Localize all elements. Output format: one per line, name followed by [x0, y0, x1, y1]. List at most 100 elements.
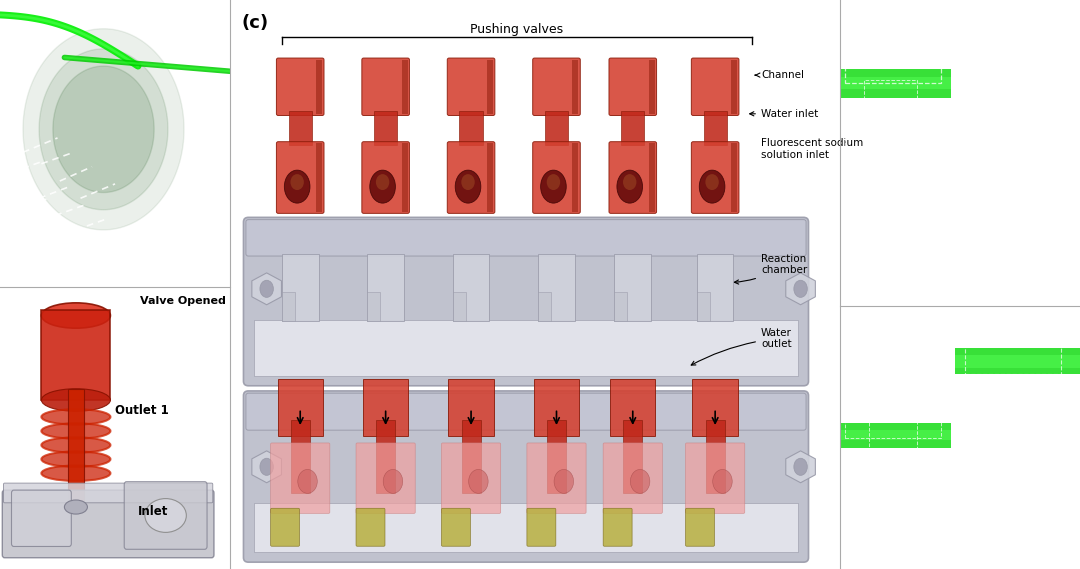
FancyBboxPatch shape	[356, 443, 415, 513]
FancyBboxPatch shape	[243, 217, 809, 386]
Bar	[697, 292, 710, 321]
FancyBboxPatch shape	[442, 443, 501, 513]
FancyBboxPatch shape	[691, 142, 739, 213]
Bar	[649, 143, 654, 212]
Ellipse shape	[455, 170, 481, 203]
Bar	[367, 254, 404, 321]
Text: 1mm: 1mm	[171, 237, 195, 247]
Bar	[41, 310, 110, 400]
Bar	[869, 501, 917, 543]
FancyBboxPatch shape	[609, 142, 657, 213]
FancyBboxPatch shape	[124, 482, 207, 549]
Bar	[255, 320, 797, 376]
Bar	[288, 111, 312, 145]
Bar	[402, 143, 407, 212]
FancyBboxPatch shape	[527, 443, 586, 513]
FancyBboxPatch shape	[609, 58, 657, 116]
FancyBboxPatch shape	[271, 508, 299, 546]
Ellipse shape	[794, 281, 807, 298]
Ellipse shape	[554, 469, 573, 493]
Bar	[459, 111, 483, 145]
Ellipse shape	[383, 469, 403, 493]
Bar	[692, 380, 738, 436]
Bar	[402, 60, 407, 114]
FancyBboxPatch shape	[527, 508, 556, 546]
Bar	[487, 143, 494, 212]
Bar	[845, 129, 941, 171]
Ellipse shape	[41, 438, 110, 453]
Text: Reaction
chamber: Reaction chamber	[734, 254, 807, 284]
Text: Outlet 1: Outlet 1	[114, 404, 168, 417]
Bar	[461, 420, 481, 493]
Text: (d): (d)	[854, 13, 881, 30]
Bar	[572, 60, 579, 114]
Ellipse shape	[461, 174, 475, 190]
Bar	[367, 292, 380, 321]
Bar	[840, 423, 950, 448]
Bar	[615, 254, 651, 321]
Ellipse shape	[617, 170, 643, 203]
Bar	[703, 111, 727, 145]
Text: 2mm: 2mm	[876, 265, 902, 274]
FancyBboxPatch shape	[532, 142, 580, 213]
Bar	[282, 292, 295, 321]
Bar	[964, 129, 1061, 171]
Polygon shape	[39, 49, 167, 210]
Bar	[840, 77, 950, 89]
Bar	[534, 380, 579, 436]
Ellipse shape	[41, 451, 110, 467]
FancyBboxPatch shape	[362, 58, 409, 116]
Bar	[845, 15, 941, 83]
Bar	[453, 254, 489, 321]
Bar	[487, 60, 494, 114]
Bar	[538, 292, 551, 321]
Bar	[845, 322, 941, 374]
Polygon shape	[53, 66, 154, 192]
Text: Valve Opened: Valve Opened	[139, 296, 226, 306]
FancyBboxPatch shape	[686, 508, 715, 546]
Bar	[623, 420, 643, 493]
Bar	[610, 380, 656, 436]
Ellipse shape	[713, 469, 732, 493]
Ellipse shape	[41, 389, 110, 411]
Bar	[845, 406, 941, 438]
FancyBboxPatch shape	[12, 490, 71, 546]
FancyBboxPatch shape	[686, 443, 745, 513]
FancyBboxPatch shape	[243, 391, 809, 562]
Ellipse shape	[65, 500, 87, 514]
Bar	[956, 348, 1080, 374]
Bar	[376, 420, 395, 493]
FancyBboxPatch shape	[603, 508, 632, 546]
Ellipse shape	[260, 281, 273, 298]
Text: Fluorescent sodium
solution inlet: Fluorescent sodium solution inlet	[761, 138, 863, 160]
Bar	[697, 254, 733, 321]
FancyBboxPatch shape	[447, 142, 495, 213]
Ellipse shape	[631, 469, 650, 493]
Bar	[316, 143, 322, 212]
Bar	[278, 380, 323, 436]
Bar	[731, 143, 738, 212]
Bar	[964, 406, 1061, 438]
Text: Water
reaction
chamber: Water reaction chamber	[968, 40, 1001, 70]
Ellipse shape	[41, 423, 110, 439]
Ellipse shape	[298, 469, 318, 493]
FancyBboxPatch shape	[691, 58, 739, 116]
FancyBboxPatch shape	[246, 393, 806, 430]
Bar	[964, 15, 1061, 83]
Bar	[989, 406, 1037, 475]
Text: Inlet: Inlet	[138, 505, 168, 518]
FancyBboxPatch shape	[532, 58, 580, 116]
Bar	[984, 80, 1037, 190]
Bar	[68, 389, 84, 507]
Bar	[548, 420, 566, 493]
Bar	[649, 60, 654, 114]
FancyBboxPatch shape	[276, 58, 324, 116]
Polygon shape	[23, 29, 184, 230]
Ellipse shape	[699, 170, 725, 203]
Bar	[705, 420, 725, 493]
Ellipse shape	[369, 170, 395, 203]
Bar	[255, 504, 797, 552]
Text: (e): (e)	[854, 316, 881, 335]
Ellipse shape	[705, 174, 719, 190]
Bar	[291, 420, 310, 493]
